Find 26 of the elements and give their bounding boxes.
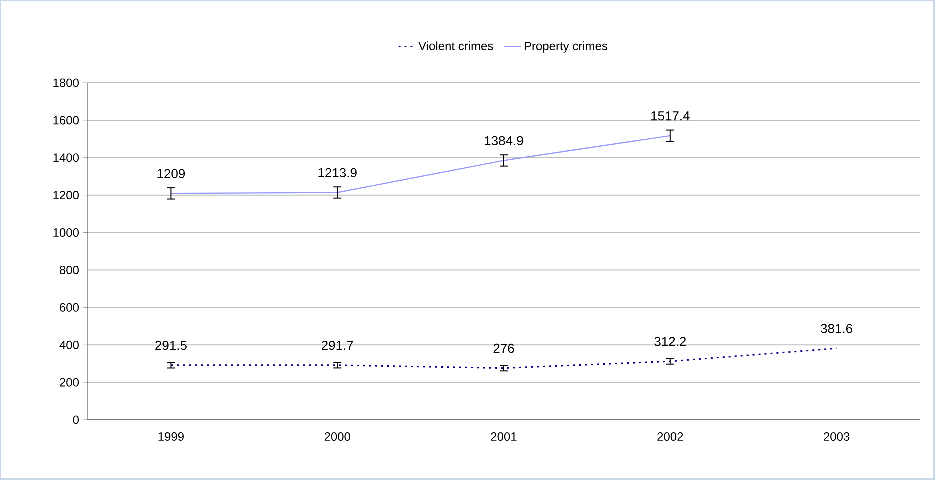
y-tick-label: 200 bbox=[60, 378, 79, 387]
data-label: 276 bbox=[494, 344, 514, 354]
data-label: 1517.4 bbox=[652, 112, 690, 121]
legend-label: Violent crimes bbox=[418, 42, 494, 50]
data-label: 1213.9 bbox=[318, 168, 357, 178]
data-label: 1384.9 bbox=[485, 136, 524, 146]
y-tick-label: 800 bbox=[60, 266, 79, 274]
x-tick-label: 2003 bbox=[824, 432, 850, 442]
data-label: 291.7 bbox=[322, 340, 354, 350]
legend-label: Property crimes bbox=[524, 42, 608, 53]
y-tick-label: 1600 bbox=[54, 116, 79, 125]
x-tick-label: 2002 bbox=[658, 432, 684, 442]
x-tick-label: 1999 bbox=[158, 432, 184, 442]
y-tick-label: 400 bbox=[60, 340, 79, 350]
y-tick-label: 1200 bbox=[54, 191, 79, 200]
y-tick-label: 1000 bbox=[54, 228, 79, 238]
y-tick-label: 1800 bbox=[54, 78, 79, 88]
y-tick-label: 1400 bbox=[54, 154, 79, 162]
data-label: 312.2 bbox=[654, 337, 686, 346]
data-label: 381.6 bbox=[821, 324, 852, 334]
y-tick-label: 600 bbox=[60, 303, 79, 312]
x-tick-label: 2000 bbox=[324, 432, 350, 442]
x-tick-label: 2001 bbox=[491, 432, 517, 442]
data-label: 1209 bbox=[158, 169, 186, 178]
y-tick-label: 0 bbox=[73, 416, 80, 424]
data-label: 291.5 bbox=[156, 341, 187, 350]
